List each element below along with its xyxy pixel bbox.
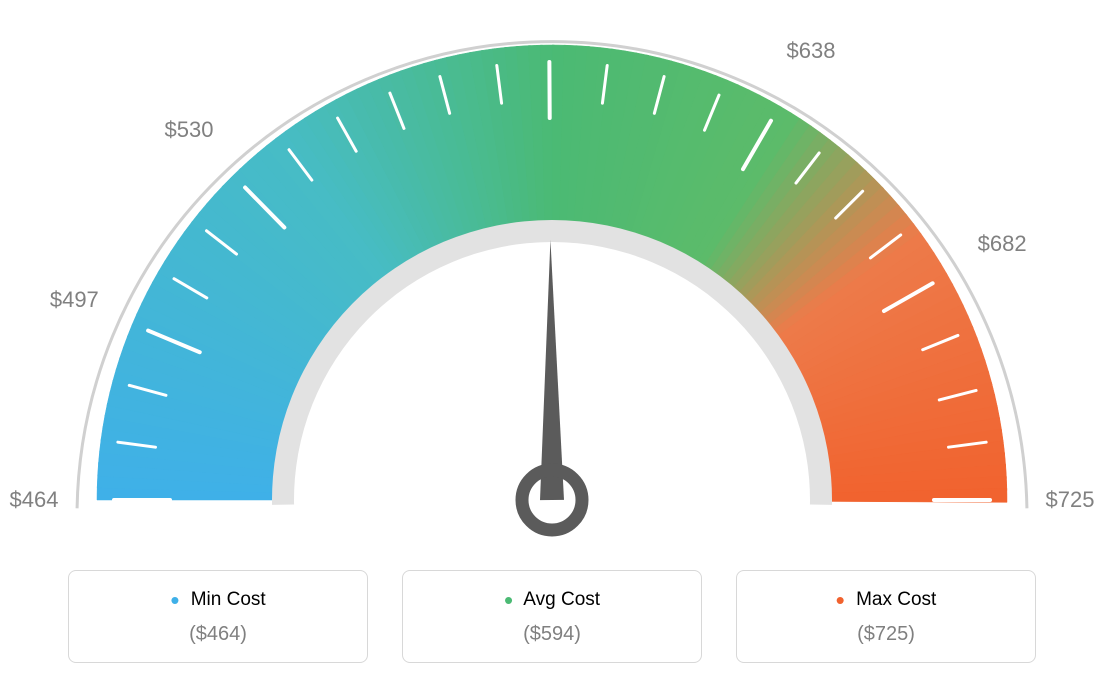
legend-title-avg: • Avg Cost xyxy=(413,589,691,611)
legend-label-min: Min Cost xyxy=(191,589,266,610)
gauge-tick-label: $497 xyxy=(50,287,99,313)
gauge-tick-label: $530 xyxy=(165,117,214,143)
dot-icon: • xyxy=(836,585,845,615)
dot-icon: • xyxy=(504,585,513,615)
legend-label-max: Max Cost xyxy=(856,589,936,610)
legend-title-min: • Min Cost xyxy=(79,589,357,611)
legend-label-avg: Avg Cost xyxy=(523,589,600,610)
gauge-chart: $464$497$530$594$638$682$725 xyxy=(0,0,1104,560)
legend-row: • Min Cost ($464) • Avg Cost ($594) • Ma… xyxy=(0,570,1104,663)
legend-value-min: ($464) xyxy=(79,623,357,646)
legend-card-max: • Max Cost ($725) xyxy=(736,570,1036,663)
gauge-tick-label: $725 xyxy=(1046,487,1095,513)
legend-card-min: • Min Cost ($464) xyxy=(68,570,368,663)
legend-value-avg: ($594) xyxy=(413,623,691,646)
dot-icon: • xyxy=(170,585,179,615)
legend-value-max: ($725) xyxy=(747,623,1025,646)
gauge-tick-label: $682 xyxy=(978,231,1027,257)
gauge-tick-label: $638 xyxy=(787,38,836,64)
legend-title-max: • Max Cost xyxy=(747,589,1025,611)
gauge-tick-label: $464 xyxy=(10,487,59,513)
legend-card-avg: • Avg Cost ($594) xyxy=(402,570,702,663)
gauge-svg xyxy=(0,0,1104,560)
